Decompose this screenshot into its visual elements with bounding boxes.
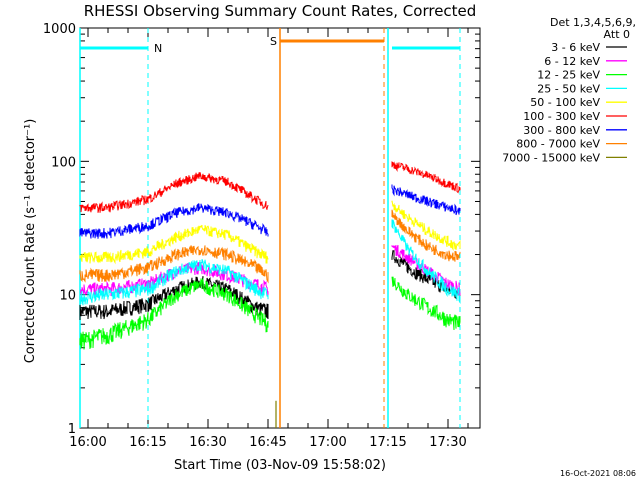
x-tick-label: 17:30 <box>429 435 466 450</box>
legend-label: 12 - 25 keV <box>537 69 600 82</box>
legend-label: 300 - 800 keV <box>523 124 600 137</box>
legend-label: 3 - 6 keV <box>551 41 600 54</box>
y-tick-label: 100 <box>51 155 76 170</box>
series-line <box>391 276 461 331</box>
y-axis-label: Corrected Count Rate (s⁻¹ detector⁻¹) <box>23 119 38 364</box>
x-tick-label: 17:15 <box>369 435 406 450</box>
series-line <box>391 184 461 216</box>
x-tick-label: 16:00 <box>69 435 106 450</box>
series-line <box>79 276 269 320</box>
series-line <box>391 244 461 296</box>
x-tick-label: 17:00 <box>309 435 346 450</box>
y-tick-label: 10 <box>59 289 76 304</box>
series-line <box>79 259 269 306</box>
legend-header-line-1: Det 1,3,4,5,6,9, <box>550 16 636 29</box>
legend-label: 6 - 12 keV <box>544 55 600 68</box>
legend-label: 7000 - 15000 keV <box>502 151 600 164</box>
x-axis-label: Start Time (03-Nov-09 15:58:02) <box>174 458 386 473</box>
legend-header-line-2: Att 0 <box>604 28 630 41</box>
legend-label: 800 - 7000 keV <box>516 138 600 151</box>
chart-title: RHESSI Observing Summary Count Rates, Co… <box>84 2 477 20</box>
series-line <box>391 200 461 252</box>
series-line <box>79 224 269 265</box>
legend-label: 25 - 50 keV <box>537 82 600 95</box>
series-line <box>391 161 461 194</box>
interval-label: S <box>270 35 277 48</box>
x-tick-label: 16:30 <box>189 435 226 450</box>
interval-label: N <box>154 42 162 55</box>
legend-label: 50 - 100 keV <box>530 96 600 109</box>
series-line <box>79 172 269 213</box>
legend-label: 100 - 300 keV <box>523 110 600 123</box>
plot-area: 1 10 100 1000 16:00 16:15 16:30 16:45 17:00 17:15… <box>43 22 481 450</box>
y-tick-label: 1000 <box>43 22 76 37</box>
series-line <box>391 209 461 262</box>
series-line <box>79 203 269 239</box>
x-tick-label: 16:45 <box>249 435 286 450</box>
series-line <box>79 245 269 284</box>
series-line <box>391 219 461 304</box>
y-tick-label: 1 <box>68 422 76 437</box>
x-tick-label: 16:15 <box>129 435 166 450</box>
series-line <box>79 277 269 350</box>
timestamp: 16-Oct-2021 08:06 <box>560 469 636 478</box>
